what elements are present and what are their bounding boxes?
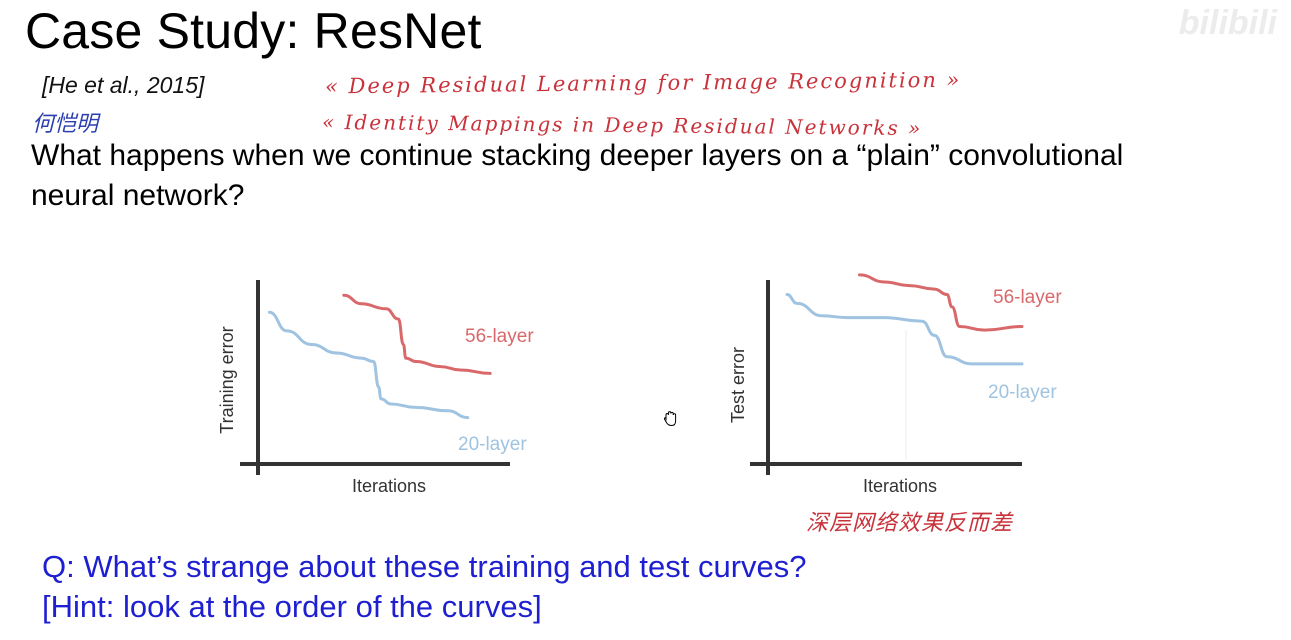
test-error-chart: Test error Iterations 56-layer 20-layer [728, 273, 1062, 496]
slide-title: Case Study: ResNet [25, 3, 482, 59]
handwritten-paper-title-1: « Deep Residual Learning for Image Recog… [324, 67, 962, 99]
series-20-layer-line [267, 310, 470, 420]
x-axis-label: Iterations [863, 476, 937, 496]
question-line-1: What happens when we continue stacking d… [31, 139, 1124, 172]
y-axis-label: Training error [217, 326, 237, 433]
handwritten-note-deeper-worse: 深层网络效果反而差 [806, 511, 1014, 536]
hand-cursor-icon [663, 411, 677, 427]
series-label-20-layer: 20-layer [458, 434, 527, 455]
series-56-layer-line [342, 293, 492, 375]
series-56-layer-line [858, 273, 1024, 332]
citation: [He et al., 2015] [42, 72, 205, 98]
question-text: Q: What’s strange about these training a… [42, 549, 807, 584]
series-20-layer-line [785, 293, 1024, 366]
handwritten-author-name: 何恺明 [32, 112, 99, 137]
x-axis-label: Iterations [352, 476, 426, 496]
slide-question: What happens when we continue stacking d… [31, 136, 1271, 216]
y-axis-label: Test error [728, 347, 748, 423]
watermark-logo: bilibili [1178, 4, 1277, 42]
question-line-2: neural network? [31, 179, 245, 212]
training-error-chart: Training error Iterations 56-layer 20-la… [217, 280, 534, 496]
series-label-56-layer: 56-layer [993, 287, 1062, 308]
hint-text: [Hint: look at the order of the curves] [42, 589, 542, 624]
series-label-20-layer: 20-layer [988, 382, 1057, 403]
series-label-56-layer: 56-layer [465, 326, 534, 347]
